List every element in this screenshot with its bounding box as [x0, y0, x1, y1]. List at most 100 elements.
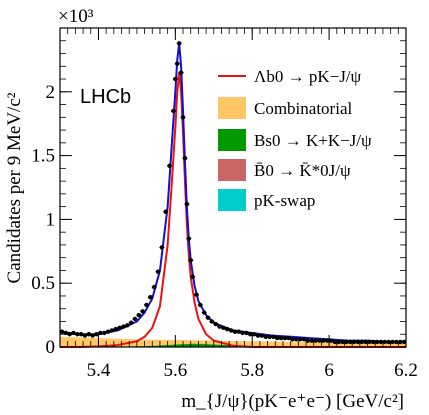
data-point: [401, 339, 407, 345]
y-tick-label: 1: [46, 209, 56, 230]
data-point: [180, 115, 186, 120]
data-point: [175, 61, 180, 66]
data-point: [321, 338, 326, 343]
data-point: [248, 332, 253, 337]
data-point: [371, 339, 376, 345]
data-point: [178, 70, 184, 75]
data-point: [71, 330, 76, 336]
data-point: [121, 324, 126, 329]
data-point: [117, 325, 122, 331]
data-point: [309, 338, 315, 343]
data-point: [75, 332, 80, 337]
data-point: [194, 292, 199, 297]
legend-swatch: [218, 159, 246, 181]
data-point: [259, 333, 265, 338]
y-multiplier: ×10³: [58, 6, 94, 27]
data-point: [184, 201, 190, 207]
data-point: [336, 339, 341, 345]
data-point: [298, 337, 303, 342]
data-point: [209, 319, 215, 324]
data-point: [382, 339, 388, 345]
data-point: [201, 310, 207, 315]
data-point: [59, 329, 65, 334]
legend: Λb0 → pK−J/ψ Combinatorial Bs0 → K+K−J/ψ B̄…: [218, 67, 372, 211]
data-point: [294, 337, 299, 342]
data-point: [186, 236, 191, 241]
data-point: [171, 108, 176, 114]
data-point: [386, 339, 391, 345]
x-axis-title: m_{J/ψ}(pK⁻e⁺e⁻) [GeV/c²]: [181, 391, 404, 412]
y-tick-label: 2: [46, 82, 56, 103]
data-point: [232, 329, 238, 334]
data-point: [225, 326, 230, 332]
x-tick-label: 6.2: [394, 360, 418, 381]
data-point: [198, 302, 203, 308]
data-point: [275, 335, 280, 341]
data-point: [132, 316, 138, 322]
x-tick-label: 6: [324, 360, 334, 381]
data-point: [378, 339, 384, 345]
data-point: [290, 337, 295, 342]
data-point: [86, 332, 92, 337]
data-point: [263, 334, 268, 339]
data-point: [305, 338, 311, 343]
data-point: [159, 245, 165, 250]
legend-label: Combinatorial: [254, 99, 352, 118]
legend-label: Bs0 → K+K−J/ψ: [254, 131, 372, 150]
data-point: [244, 330, 249, 336]
x-tick-label: 5.8: [240, 360, 264, 381]
data-point: [394, 339, 399, 345]
data-point: [221, 325, 226, 331]
data-point: [332, 339, 338, 345]
y-tick-label: 0.5: [31, 273, 55, 294]
plot-frame: [59, 27, 407, 348]
data-point: [90, 333, 95, 338]
legend-swatch: [218, 97, 246, 119]
y-tick-label: 0: [46, 337, 56, 358]
data-point: [167, 163, 172, 169]
data-point: [340, 339, 345, 345]
data-point: [286, 335, 291, 341]
legend-label: Λb0 → pK−J/ψ: [254, 67, 362, 86]
data-point: [78, 332, 84, 337]
data-point: [301, 337, 307, 342]
data-point: [82, 333, 88, 338]
data-point: [190, 274, 195, 280]
data-points: [59, 41, 407, 345]
data-point: [105, 329, 111, 334]
data-point: [351, 339, 357, 345]
data-point: [328, 338, 334, 343]
data-point: [94, 332, 99, 337]
data-point: [213, 321, 218, 327]
data-point: [313, 338, 318, 343]
data-point: [367, 339, 372, 345]
data-point: [355, 339, 361, 345]
data-point: [363, 339, 368, 345]
data-point: [148, 295, 153, 300]
legend-swatch: [218, 129, 246, 151]
data-point: [136, 312, 142, 318]
data-point: [113, 326, 118, 332]
data-point: [102, 330, 107, 336]
data-point: [188, 258, 193, 263]
x-tick-label: 5.6: [163, 360, 187, 381]
data-point: [155, 269, 161, 274]
data-point: [182, 155, 188, 161]
y-axis-title-text: Candidates per 9 MeV/c²: [4, 92, 25, 283]
data-point: [255, 333, 261, 338]
experiment-label: LHCb: [80, 86, 131, 108]
data-point: [398, 339, 403, 345]
legend-label: B̄0 → K̄*0J/ψ: [254, 161, 351, 180]
data-point: [109, 328, 115, 333]
data-point: [324, 338, 330, 343]
y-tick-label: 1.5: [31, 146, 55, 167]
data-point: [151, 284, 157, 290]
legend-label: pK-swap: [254, 191, 315, 210]
data-point: [144, 302, 149, 308]
data-point: [390, 339, 395, 345]
data-point: [348, 339, 353, 345]
data-point: [98, 330, 103, 336]
data-point: [344, 339, 349, 345]
data-point: [228, 328, 234, 333]
